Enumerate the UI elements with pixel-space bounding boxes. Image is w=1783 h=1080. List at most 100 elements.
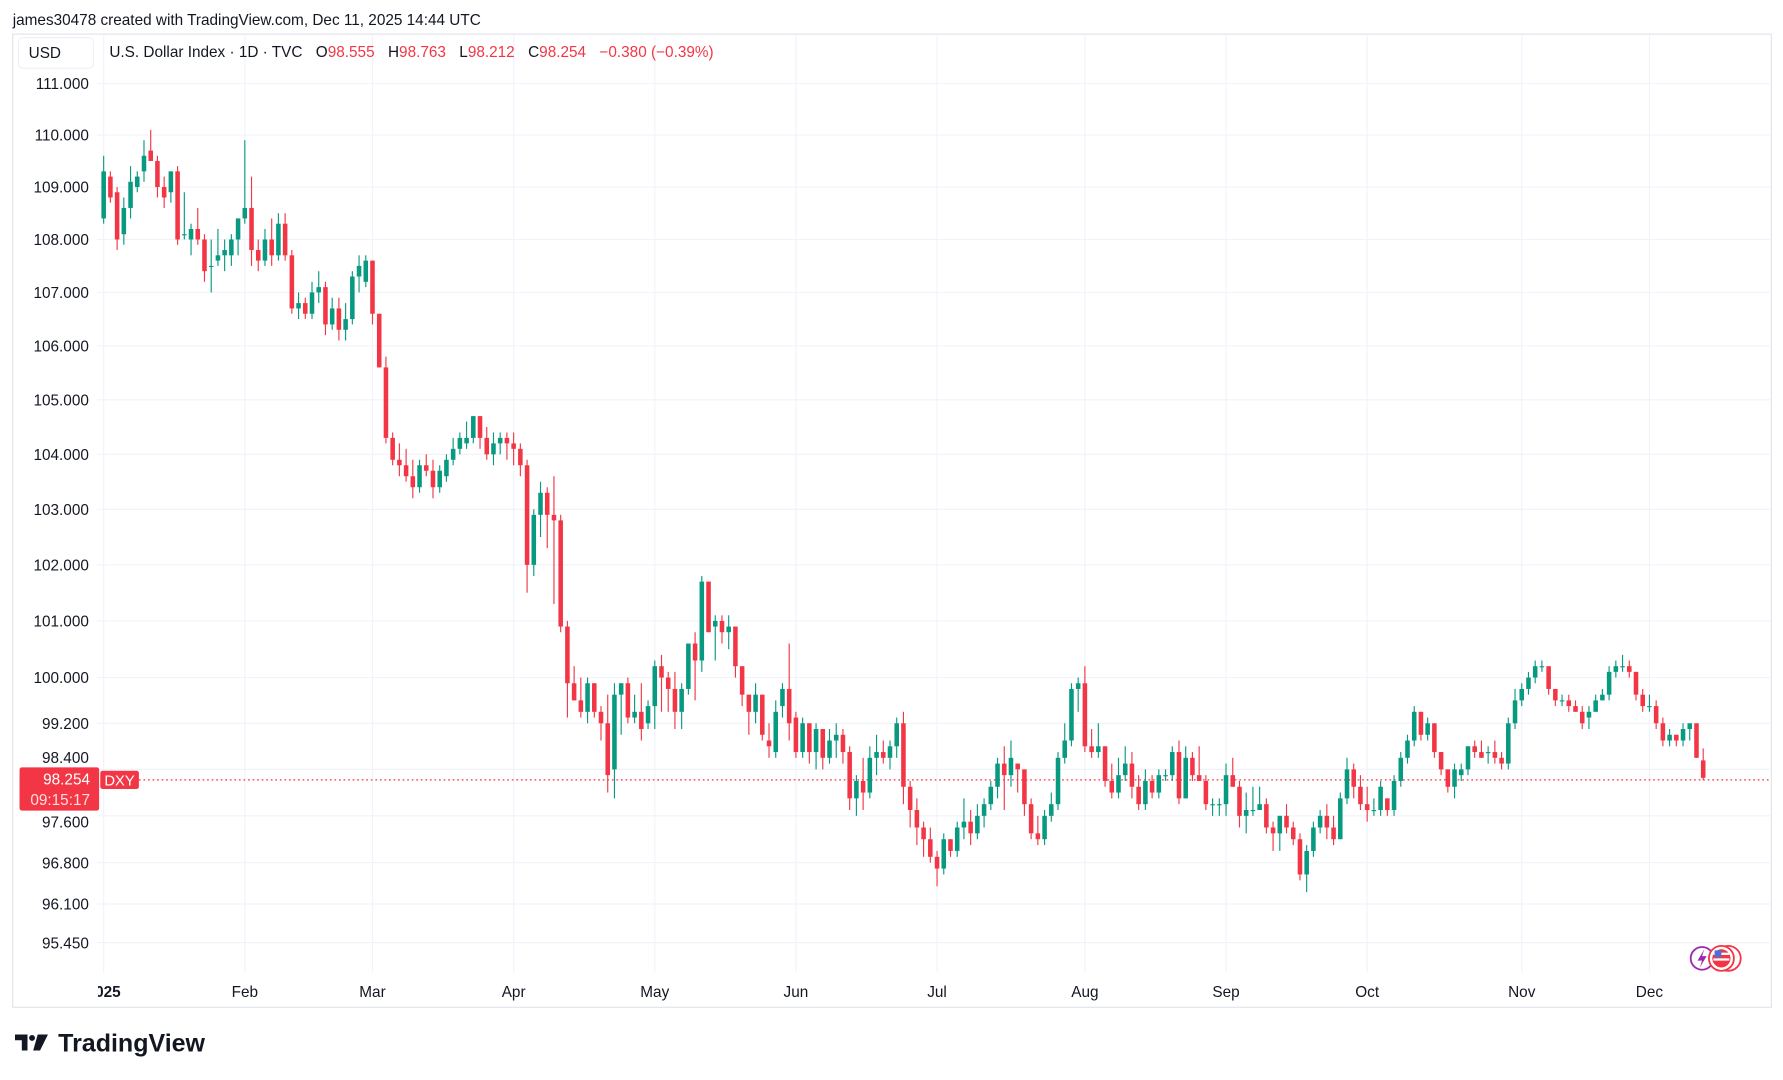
candle-body [1122,763,1128,776]
candle [1579,706,1585,730]
candle [1559,694,1565,707]
candle-body [161,187,167,198]
candle [578,677,584,718]
candle [202,234,207,282]
price-axis[interactable]: 111.000 110.000 109.000 108.000 107.000 106.0… [33,76,88,952]
candle [524,459,530,593]
candle-body [881,752,886,758]
candle-body [1129,763,1135,787]
candle [1371,798,1377,816]
candle-body [1136,786,1141,805]
candle [1546,666,1551,695]
candle-body [1351,769,1357,787]
candle-body [1210,804,1215,806]
candle-body [1411,711,1417,741]
candle-body [941,839,947,869]
y-tick-label: 104.000 [33,447,88,464]
candle-body [376,313,382,368]
candle-body [208,265,214,268]
candle [686,643,691,695]
candle-body [1344,769,1350,799]
candle [1458,763,1464,781]
candle-body [679,688,684,712]
candle [363,255,369,288]
candle [1573,700,1578,712]
candle-body [417,465,422,488]
candle-body [867,757,873,793]
candle [484,427,490,460]
candle-body [1257,804,1262,811]
candle-body [1364,804,1370,811]
candle-body [1062,740,1068,758]
currency-button[interactable]: USD [17,36,95,69]
candle [1472,740,1477,758]
candle-body [316,287,322,293]
candle [215,228,221,266]
candle-body [1358,786,1363,805]
candle-body [800,723,805,753]
x-tick-label: Feb [232,984,258,1001]
currency-label: USD [29,45,61,62]
candle-body [773,711,779,753]
candle [807,723,812,764]
candle [1049,792,1054,822]
candle [1015,763,1020,793]
candle-body [1660,723,1666,741]
candle-body [585,683,590,712]
candle-body [518,448,523,466]
candle [901,711,906,805]
candle [1506,717,1511,770]
candle-body [706,581,711,633]
candle-body [215,255,221,261]
x-tick-label: Oct [1355,984,1380,1001]
time-axis[interactable]: 2025 Feb Mar Apr May Jun Jul Aug Sep Oct Nov Dec [87,984,1664,1001]
candle [1627,660,1632,678]
candle [343,303,348,341]
candle-body [1109,780,1115,793]
y-tick-label: 108.000 [33,232,88,249]
candle [403,448,409,482]
candle-body [1304,850,1309,875]
candle-body [1613,666,1619,672]
candle-body [699,581,705,661]
candle-body [558,520,563,627]
candle [1055,752,1061,811]
candle [175,166,180,245]
candle-body [860,780,866,793]
candle-body [188,228,194,240]
candle [800,717,805,758]
x-tick-label: May [640,984,669,1001]
candle [1163,769,1168,781]
y-tick-label: 106.000 [33,339,88,356]
candle-body [282,223,288,256]
candle [430,459,436,499]
candle-body [605,723,610,776]
candle-body [329,308,335,325]
legend-close: 98.254 [539,44,586,61]
candle-body [1653,706,1659,724]
candle [1411,706,1417,747]
candle-body [934,856,940,869]
candle [733,626,738,678]
candle-body [444,459,449,477]
candle-body [430,470,436,488]
candle-body [477,416,483,438]
legend-high: 98.763 [399,44,446,61]
candle-body [1149,780,1155,793]
candle-body [1069,688,1074,741]
candle-body [833,734,839,741]
candle-body [1425,723,1430,735]
x-tick-label: Jun [784,984,809,1001]
candle [477,416,483,449]
candle-body [1586,711,1592,718]
candle [1532,660,1538,684]
candle [1035,815,1041,846]
candle [108,171,113,203]
candle-body [840,734,846,753]
candle-body [1156,775,1162,793]
candle [672,671,678,730]
us-flag-events-icon[interactable] [1707,944,1742,972]
candle [1109,763,1115,799]
candle [592,683,597,718]
